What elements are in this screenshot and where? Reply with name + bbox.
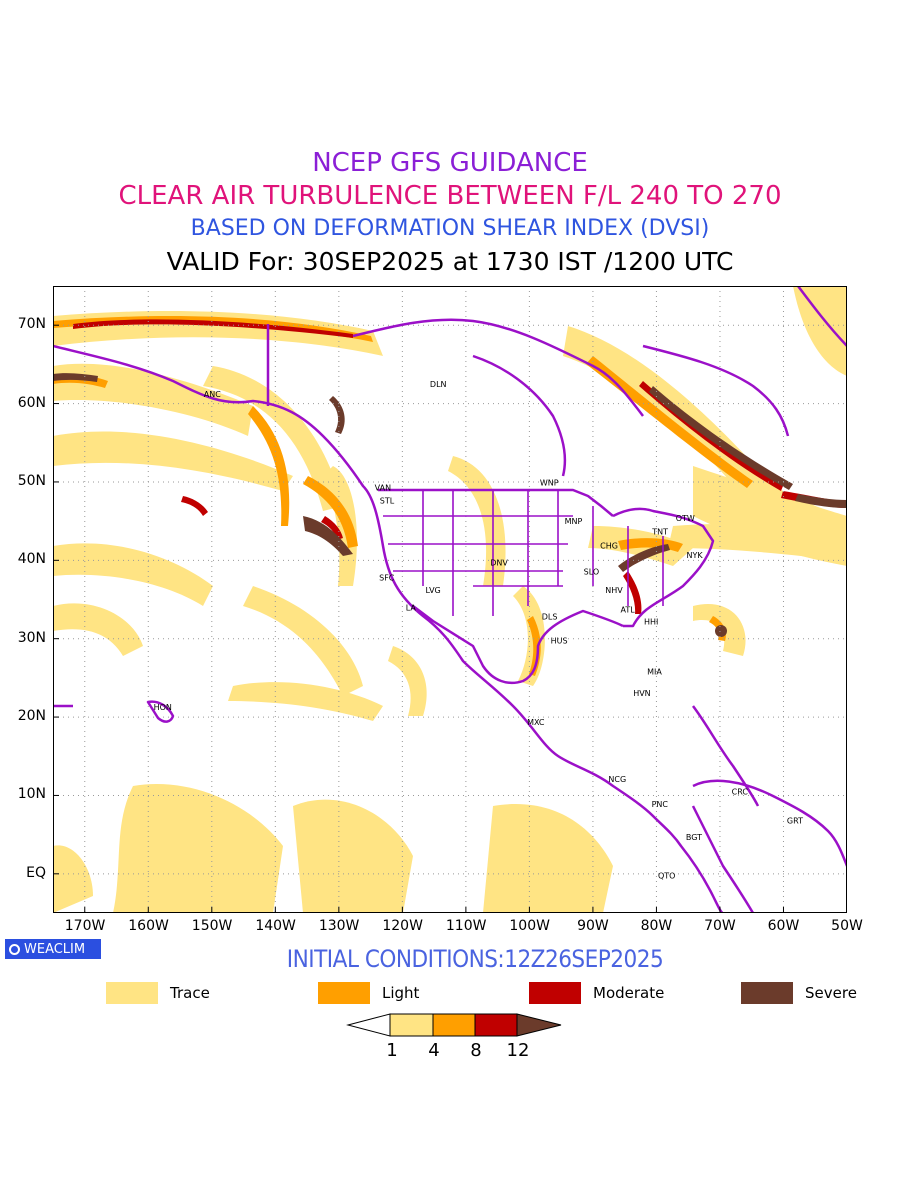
colorbar-tick-label: 1 bbox=[386, 1040, 398, 1061]
legend-swatch bbox=[318, 982, 370, 1004]
colorbar-trace bbox=[389, 1013, 434, 1037]
colorbar-tick-label: 12 bbox=[506, 1040, 530, 1061]
station-label-mia: MIA bbox=[647, 668, 662, 677]
station-label-pnc: PNC bbox=[652, 800, 669, 809]
station-label-otw: OTW bbox=[676, 514, 695, 523]
station-labels: ANC DLN VAN STL SFC LA LVG DNV WNP MNP CHG SLO TNT OT… bbox=[154, 380, 803, 880]
legend-swatch bbox=[529, 982, 581, 1004]
circle-logo-icon bbox=[9, 943, 20, 955]
legend-label: Severe bbox=[805, 984, 857, 1002]
legend-item-moderate: Moderate bbox=[529, 982, 664, 1004]
station-label-atl: ATL bbox=[620, 606, 635, 615]
station-label-wnp: WNP bbox=[540, 479, 559, 488]
station-label-van: VAN bbox=[375, 483, 391, 492]
lon-label: 120W bbox=[382, 918, 423, 934]
station-label-hvn: HVN bbox=[633, 689, 650, 698]
lon-label: 100W bbox=[509, 918, 550, 934]
station-label-slo: SLO bbox=[584, 567, 600, 576]
lon-label: 140W bbox=[255, 918, 296, 934]
legend-swatch bbox=[106, 982, 158, 1004]
lat-label: 70N bbox=[17, 316, 46, 333]
legend-label: Light bbox=[382, 984, 420, 1002]
station-label-hus: HUS bbox=[551, 636, 568, 645]
title-product: CLEAR AIR TURBULENCE BETWEEN F/L 240 TO … bbox=[118, 181, 782, 211]
lat-label: 50N bbox=[17, 472, 46, 489]
station-label-chg: CHG bbox=[600, 541, 618, 550]
station-label-grt: GRT bbox=[787, 817, 803, 826]
title-model: NCEP GFS GUIDANCE bbox=[312, 148, 588, 178]
station-label-sfc: SFC bbox=[379, 574, 395, 583]
weaclim-logo: WEACLIM bbox=[5, 939, 101, 959]
station-label-hon: HON bbox=[154, 703, 172, 712]
station-label-hhi: HHI bbox=[644, 617, 658, 626]
legend-swatch bbox=[741, 982, 793, 1004]
legend-item-trace: Trace bbox=[106, 982, 210, 1004]
legend-label: Trace bbox=[170, 984, 210, 1002]
lon-label: 160W bbox=[128, 918, 169, 934]
station-label-mxc: MXC bbox=[527, 718, 545, 727]
lat-label: 60N bbox=[17, 394, 46, 411]
station-label-nhv: NHV bbox=[605, 586, 623, 595]
station-label-dln: DLN bbox=[430, 380, 447, 389]
lon-label: 110W bbox=[445, 918, 487, 934]
station-label-bgt: BGT bbox=[686, 833, 702, 842]
colorbar-tick-label: 4 bbox=[428, 1040, 440, 1061]
colorbar-light bbox=[432, 1013, 476, 1037]
lon-label: 60W bbox=[767, 918, 800, 934]
station-label-qto: QTO bbox=[658, 871, 675, 880]
station-label-ncg: NCG bbox=[608, 775, 626, 784]
title-method: BASED ON DEFORMATION SHEAR INDEX (DVSI) bbox=[190, 216, 710, 241]
initial-conditions: INITIAL CONDITIONS:12Z26SEP2025 bbox=[286, 945, 664, 973]
lat-label: 40N bbox=[17, 551, 46, 568]
title-valid-time: VALID For: 30SEP2025 at 1730 IST /1200 U… bbox=[166, 247, 734, 276]
station-label-la: LA bbox=[406, 603, 417, 612]
lon-label: 90W bbox=[577, 918, 609, 934]
country-borders bbox=[53, 286, 847, 913]
legend-label: Moderate bbox=[593, 984, 665, 1002]
station-label-dnv: DNV bbox=[490, 559, 508, 568]
station-label-mnp: MNP bbox=[565, 517, 583, 526]
lon-label: 170W bbox=[64, 918, 106, 934]
state-borders bbox=[383, 490, 664, 616]
trace-turbulence-areas bbox=[53, 286, 847, 913]
colorbar-moderate bbox=[474, 1013, 518, 1037]
lon-label: 130W bbox=[318, 918, 360, 934]
severe-turbulence-areas bbox=[53, 373, 847, 637]
station-label-anc: ANC bbox=[204, 390, 221, 399]
lat-label: 20N bbox=[17, 708, 46, 725]
brand-name: WEACLIM bbox=[24, 941, 86, 957]
colorbar-tick-label: 8 bbox=[470, 1040, 482, 1061]
station-label-stl: STL bbox=[380, 497, 395, 506]
colorbar bbox=[346, 1013, 562, 1037]
station-label-crc: CRC bbox=[732, 788, 749, 797]
lon-label: 80W bbox=[640, 918, 673, 934]
station-label-tnt: TNT bbox=[651, 527, 668, 536]
lat-label: EQ bbox=[26, 864, 46, 881]
lat-label: 30N bbox=[17, 629, 46, 646]
station-label-lvg: LVG bbox=[425, 586, 440, 595]
legend-item-light: Light bbox=[318, 982, 419, 1004]
lon-label: 70W bbox=[704, 918, 736, 934]
turbulence-map: ANC DLN VAN STL SFC LA LVG DNV WNP MNP CHG SLO TNT OT… bbox=[53, 286, 847, 913]
station-label-dls: DLS bbox=[542, 613, 558, 622]
lon-label: 50W bbox=[831, 918, 863, 934]
station-label-nyk: NYK bbox=[687, 551, 704, 560]
lat-label: 10N bbox=[17, 786, 46, 803]
colorbar-severe bbox=[516, 1013, 562, 1037]
lon-label: 150W bbox=[191, 918, 233, 934]
colorbar-below-1 bbox=[346, 1013, 391, 1037]
legend-item-severe: Severe bbox=[741, 982, 857, 1004]
